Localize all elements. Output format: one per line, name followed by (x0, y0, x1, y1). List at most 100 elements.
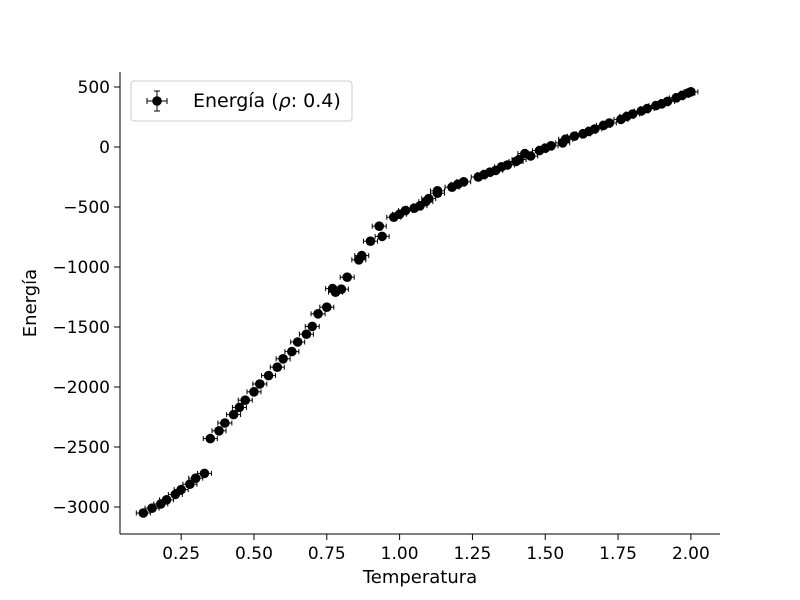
x-tick-label: 0.75 (308, 544, 346, 564)
data-point (339, 272, 355, 283)
data-point (298, 329, 314, 340)
data-point (217, 418, 233, 428)
data-point (226, 409, 242, 420)
point-marker (321, 302, 332, 313)
legend-label-symbol: ρ (279, 90, 291, 112)
data-point (211, 426, 227, 436)
point-marker (147, 503, 157, 513)
point-marker (249, 387, 259, 397)
point-marker (228, 409, 239, 420)
point-marker (589, 124, 600, 134)
data-point (429, 186, 445, 196)
point-marker (161, 495, 172, 505)
y-tick-label: −500 (63, 198, 110, 218)
y-tick-label: 500 (78, 78, 110, 98)
x-tick-label: 1.00 (381, 544, 419, 564)
data-point (284, 346, 300, 357)
point-marker (263, 370, 274, 381)
data-point (173, 484, 189, 495)
data-point (269, 362, 285, 373)
point-marker (138, 508, 149, 518)
data-point (261, 370, 277, 381)
legend-label-prefix: Energía ( (193, 90, 279, 112)
x-tick-label: 0.25 (162, 544, 200, 564)
data-point (304, 321, 320, 332)
x-tick-label: 1.25 (453, 544, 491, 564)
y-axis-label: Energía (20, 269, 41, 337)
data-point (252, 379, 268, 389)
data-point (371, 221, 387, 231)
plot-area: 0.25 0.50 0.75 1.00 1.25 1.50 1.75 2.00 −3000 −2… (52, 72, 720, 564)
point-marker (400, 205, 411, 216)
point-marker (313, 309, 323, 319)
y-axis-ticks: −3000 −2500 −2000 −1500 −1000 −500 0 500 (52, 78, 120, 518)
data-point (499, 160, 515, 170)
legend-marker-icon (146, 90, 168, 112)
data-point (290, 337, 306, 347)
point-marker (502, 160, 513, 170)
data-point (319, 302, 335, 313)
data-point (275, 354, 291, 364)
legend-label: Energía (ρ: 0.4) (193, 90, 341, 112)
data-point (188, 473, 204, 484)
point-marker (199, 468, 210, 479)
point-marker (214, 426, 224, 436)
data-point (601, 118, 617, 128)
point-marker (356, 250, 367, 261)
data-point (543, 141, 559, 151)
data-points (135, 87, 699, 518)
point-marker (423, 193, 434, 204)
point-marker (185, 479, 195, 490)
point-marker (342, 272, 352, 283)
data-point (333, 284, 349, 295)
point-marker (569, 131, 580, 141)
point-marker (627, 109, 638, 119)
data-point (456, 177, 472, 187)
data-point (202, 433, 218, 444)
point-marker (525, 151, 536, 161)
x-axis-ticks: 0.25 0.50 0.75 1.00 1.25 1.50 1.75 2.00 (162, 534, 710, 564)
point-marker (365, 236, 376, 246)
data-point (625, 109, 641, 119)
point-marker (190, 473, 201, 484)
point-marker (287, 346, 297, 357)
data-point (587, 124, 603, 134)
y-tick-label: 0 (99, 138, 110, 158)
point-marker (560, 134, 571, 144)
data-point (374, 231, 390, 242)
point-marker (546, 141, 556, 151)
point-marker (301, 329, 312, 340)
data-point (354, 250, 370, 261)
point-marker (686, 87, 696, 97)
data-point (421, 193, 437, 204)
data-point (523, 151, 539, 161)
y-tick-label: −1000 (52, 258, 110, 278)
data-point (237, 395, 253, 406)
x-tick-label: 1.50 (526, 544, 564, 564)
x-tick-label: 1.75 (599, 544, 637, 564)
point-marker (432, 186, 443, 196)
point-marker (205, 433, 216, 444)
data-point (511, 154, 527, 165)
point-marker (514, 154, 524, 165)
point-marker (336, 284, 347, 295)
data-point (558, 134, 574, 144)
data-point (182, 479, 198, 490)
x-tick-label: 2.00 (672, 544, 710, 564)
point-marker (255, 379, 265, 389)
legend: Energía (ρ: 0.4) (130, 80, 353, 122)
x-axis-label: Temperatura (362, 567, 477, 588)
data-point (231, 402, 247, 413)
point-marker (642, 103, 652, 114)
point-marker (272, 362, 283, 373)
data-point (246, 387, 262, 397)
y-tick-label: −2000 (52, 378, 110, 398)
point-marker (377, 231, 387, 242)
point-marker (176, 484, 186, 495)
y-tick-label: −2500 (52, 438, 110, 458)
data-point (362, 236, 378, 246)
point-marker (240, 395, 251, 406)
point-marker (662, 96, 673, 107)
point-marker (220, 418, 230, 428)
